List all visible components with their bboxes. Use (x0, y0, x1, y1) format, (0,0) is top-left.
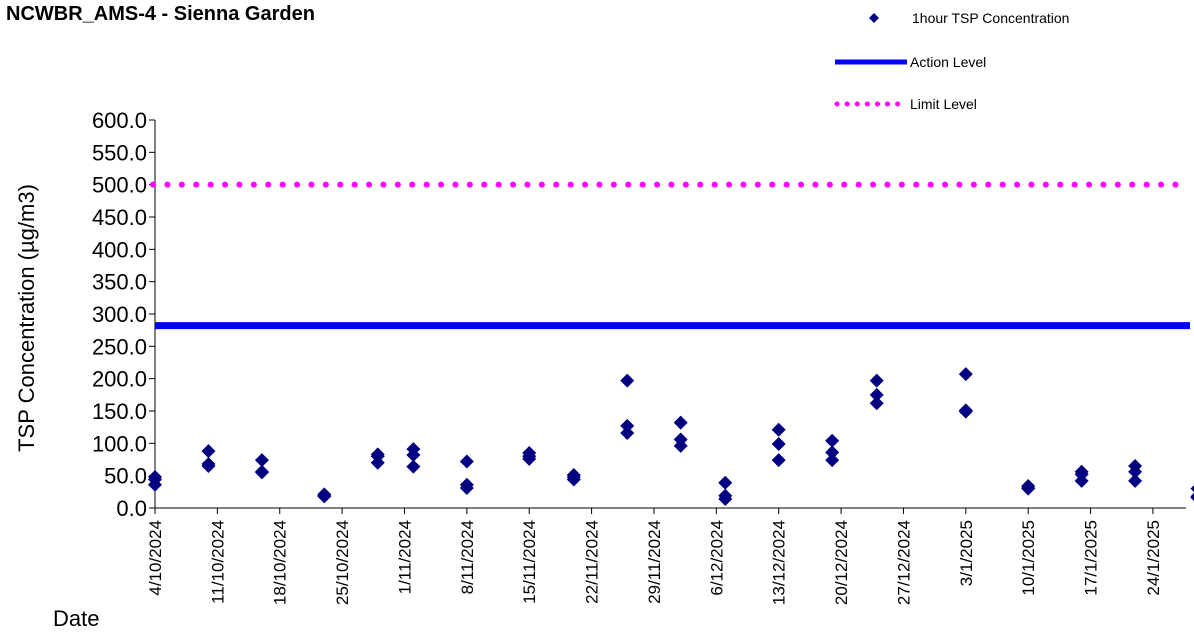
y-tick-label: 300.0 (92, 302, 147, 327)
data-point (1190, 494, 1194, 502)
data-point (825, 445, 840, 460)
legend-label-limit: Limit Level (910, 96, 977, 112)
x-axis-label: Date (53, 606, 99, 631)
data-point (958, 404, 973, 419)
legend-marker-tsp (869, 13, 879, 23)
x-tick-label: 18/10/2024 (271, 520, 290, 605)
data-point (1074, 473, 1089, 488)
x-tick-label: 6/12/2024 (707, 520, 726, 596)
x-tick-label: 24/1/2025 (1144, 520, 1163, 596)
data-point (459, 480, 474, 495)
data-point (1190, 485, 1194, 493)
legend-label-action: Action Level (910, 54, 986, 70)
data-point (869, 373, 884, 388)
y-tick-label: 550.0 (92, 140, 147, 165)
y-tick-label: 600.0 (92, 108, 147, 133)
data-point (620, 418, 635, 433)
x-tick-label: 4/10/2024 (146, 520, 165, 596)
data-point (148, 477, 162, 492)
x-tick-label: 25/10/2024 (333, 520, 352, 605)
x-tick-label: 10/1/2025 (1019, 520, 1038, 596)
x-tick-label: 29/11/2024 (645, 520, 664, 604)
y-tick-label: 100.0 (92, 431, 147, 456)
data-point (201, 458, 216, 473)
data-point (522, 451, 537, 466)
legend-item-limit: Limit Level (834, 96, 977, 112)
data-point (1128, 464, 1143, 479)
data-point (370, 455, 385, 470)
y-tick-label: 250.0 (92, 334, 147, 359)
data-points (148, 367, 1194, 506)
data-point (718, 491, 733, 506)
data-point (317, 489, 332, 504)
data-point (718, 475, 733, 490)
reference-lines (150, 181, 1190, 330)
x-tick-label: 15/11/2024 (520, 520, 539, 604)
data-point (825, 453, 840, 468)
data-point (771, 453, 786, 468)
y-axis: 0.0 50.0 100.0 150.0 200.0 250.0 300.0 350.0 400… (92, 108, 156, 521)
legend: 1hour TSP Concentration Action Level Lim… (834, 10, 1069, 112)
legend-label-tsp: 1hour TSP Concentration (912, 10, 1069, 26)
x-axis: 4/10/2024 11/10/2024 18/10/2024 25/10/2024 1… (146, 507, 1186, 605)
chart-title: NCWBR_AMS-4 - Sienna Garden (6, 3, 315, 25)
data-point (869, 396, 884, 411)
y-tick-label: 450.0 (92, 205, 147, 230)
data-point (869, 387, 884, 402)
data-point (1021, 481, 1036, 496)
y-tick-label: 500.0 (92, 173, 147, 198)
legend-item-action: Action Level (835, 54, 986, 70)
y-tick-label: 50.0 (104, 464, 147, 489)
data-point (459, 454, 474, 469)
x-tick-label: 1/11/2024 (395, 520, 414, 594)
data-point (254, 453, 269, 468)
x-tick-label: 11/10/2024 (208, 520, 227, 604)
data-point (771, 436, 786, 451)
legend-item-tsp: 1hour TSP Concentration (869, 10, 1069, 26)
y-tick-label: 200.0 (92, 367, 147, 392)
data-point (406, 459, 421, 474)
data-point (673, 438, 688, 453)
y-axis-label: TSP Concentration (µg/m3) (14, 184, 39, 452)
data-point (201, 444, 216, 459)
data-point (620, 425, 635, 440)
x-tick-label: 13/12/2024 (770, 520, 789, 605)
data-point (771, 422, 786, 437)
y-tick-label: 0.0 (116, 496, 147, 521)
x-tick-label: 20/12/2024 (832, 520, 851, 605)
data-point (1128, 473, 1143, 488)
x-tick-label: 22/11/2024 (583, 520, 602, 604)
x-tick-label: 17/1/2025 (1082, 520, 1101, 596)
y-tick-label: 150.0 (92, 399, 147, 424)
data-point (620, 373, 635, 388)
data-point (958, 367, 973, 382)
y-tick-label: 400.0 (92, 237, 147, 262)
x-tick-label: 27/12/2024 (894, 520, 913, 605)
data-point (406, 447, 421, 462)
data-point (825, 433, 840, 448)
x-tick-label: 3/1/2025 (957, 520, 976, 586)
data-point (566, 472, 581, 487)
y-tick-label: 350.0 (92, 270, 147, 295)
data-point (673, 415, 688, 430)
x-tick-label: 8/11/2024 (458, 520, 477, 594)
data-point (254, 465, 269, 480)
